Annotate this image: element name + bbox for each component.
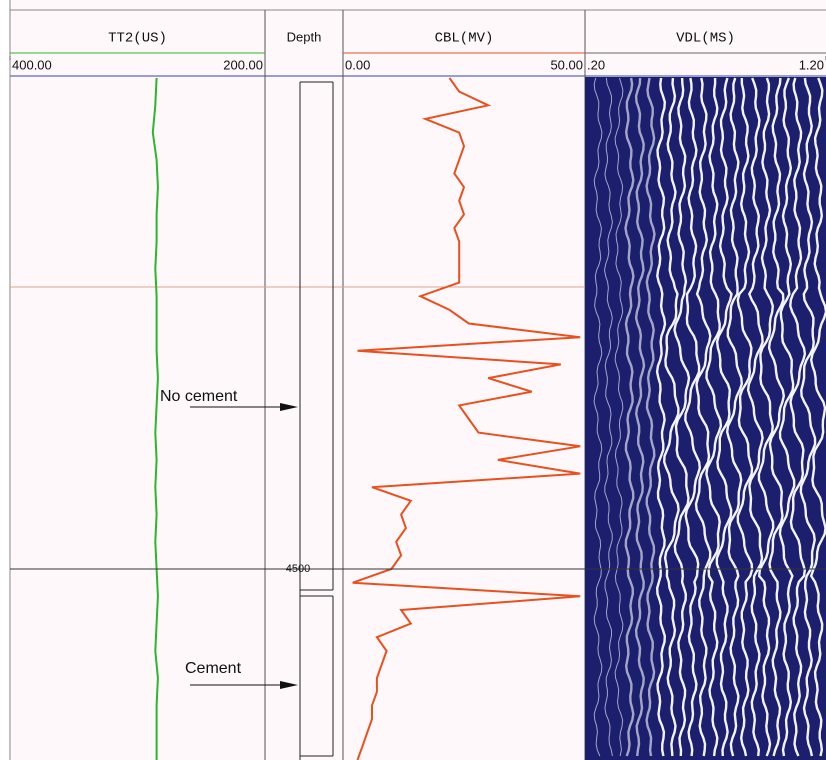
depth-label: 4500 <box>286 563 310 575</box>
track-title: CBL(MV) <box>435 31 494 47</box>
x-tick-label: 400.00 <box>12 57 52 72</box>
x-tick-label: 200.00 <box>223 57 263 72</box>
annotation: Cement <box>185 660 242 677</box>
x-tick-label: 50.00 <box>550 57 583 72</box>
vdl-image <box>585 77 826 760</box>
track-title: VDL(MS) <box>676 31 735 47</box>
well-log: TT2(US) 400.00 200.00 CBL(MV) 0.00 50.00 VDL(M… <box>0 0 826 760</box>
x-tick-label: .20 <box>587 57 605 72</box>
page: {"chart_data": [ {"type": "line", "title… <box>0 0 826 760</box>
x-tick-label: 1.20 <box>799 57 824 72</box>
annotation: No cement <box>160 388 238 405</box>
track-title: Depth <box>287 29 322 44</box>
track-title: TT2(US) <box>108 31 167 47</box>
x-tick-label: 0.00 <box>345 57 370 72</box>
